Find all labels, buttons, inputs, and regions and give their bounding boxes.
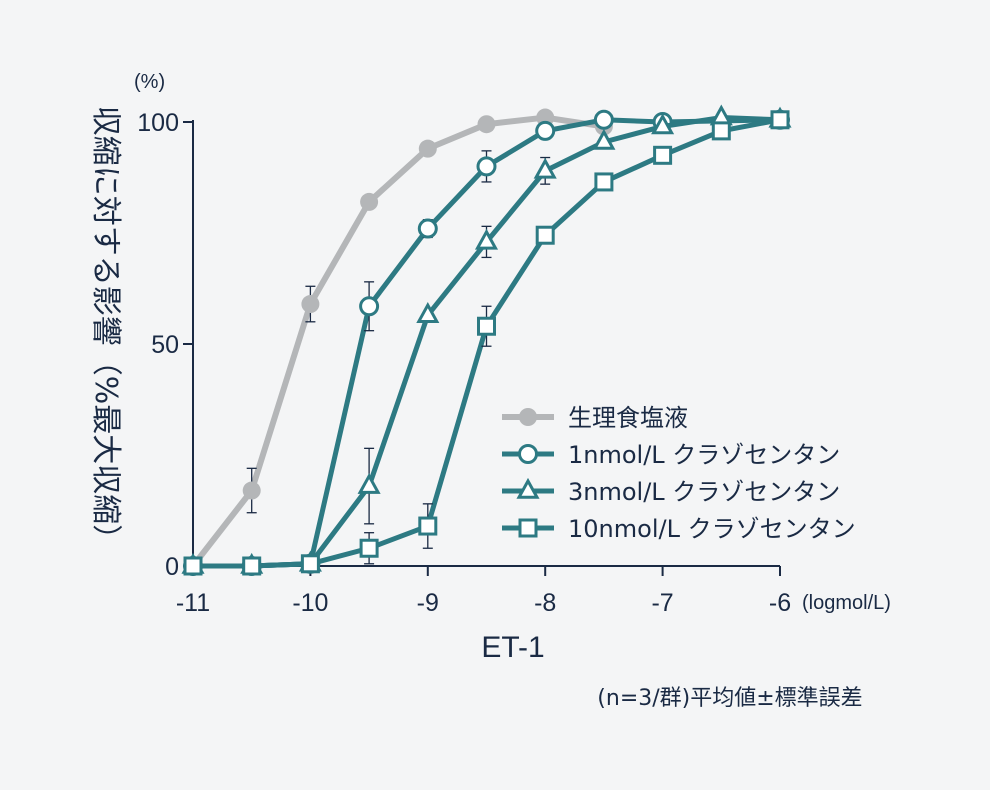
data-point: [592, 128, 616, 150]
y-tick-label: 50: [151, 331, 179, 359]
data-point: [518, 518, 538, 538]
x-axis-label: ET-1: [481, 631, 544, 664]
series-line: [190, 114, 607, 569]
data-point: [651, 113, 675, 135]
data-point: [653, 145, 673, 165]
data-point: [359, 538, 379, 558]
x-tick-label: -6: [769, 589, 791, 617]
data-point: [183, 556, 203, 576]
legend-label: 10nmol/L クラゾセンタン: [568, 515, 856, 543]
data-point: [516, 477, 540, 499]
legend-item-1: 1nmol/L クラゾセンタン: [502, 441, 840, 469]
x-tick-label: -7: [651, 589, 673, 617]
y-axis-label: 収縮に対する影響（%最大収縮）: [88, 106, 123, 555]
x-tick-label: -8: [534, 589, 556, 617]
data-point: [477, 115, 496, 134]
data-point: [535, 120, 556, 141]
data-point: [360, 192, 379, 211]
data-point: [359, 296, 380, 317]
data-point: [477, 316, 496, 336]
x-axis-unit: (logmol/L): [802, 592, 891, 614]
data-point: [711, 121, 731, 141]
y-tick-label: 0: [165, 553, 179, 581]
series-3: [183, 110, 790, 576]
data-point: [593, 109, 614, 130]
legend-label: 生理食塩液: [568, 404, 688, 432]
data-point: [301, 295, 320, 314]
data-point: [242, 481, 261, 500]
x-tick-label: -11: [176, 589, 210, 617]
y-tick-label: 100: [137, 109, 179, 137]
data-point: [357, 472, 381, 494]
data-point: [533, 157, 557, 179]
data-point: [474, 228, 499, 250]
data-point: [594, 172, 614, 192]
statistics-note: (n=3/群)平均値±標準誤差: [597, 686, 862, 711]
data-point: [416, 302, 440, 323]
y-axis-unit: (%): [134, 71, 165, 93]
data-point: [518, 444, 538, 464]
data-point: [418, 139, 437, 158]
data-point: [770, 110, 790, 130]
legend: 生理食塩液 1nmol/L クラゾセンタン 3nmol/L クラゾセンタン 10nmo…: [502, 404, 856, 543]
data-point: [519, 408, 537, 426]
legend-item-2: 3nmol/L クラゾセンタン: [502, 477, 840, 506]
series-0: [184, 108, 613, 575]
series-layer: [181, 104, 792, 576]
legend-label: 3nmol/L クラゾセンタン: [568, 478, 840, 506]
data-point: [535, 225, 555, 245]
data-point: [300, 554, 320, 574]
data-point: [476, 156, 497, 177]
x-tick-label: -9: [417, 589, 439, 617]
legend-item-3: 10nmol/L クラゾセンタン: [502, 515, 856, 543]
x-tick-label: -10: [292, 589, 328, 617]
legend-item-0: 生理食塩液: [502, 404, 688, 432]
data-point: [418, 516, 438, 536]
data-point: [242, 556, 262, 576]
data-point: [417, 218, 438, 239]
legend-label: 1nmol/L クラゾセンタン: [568, 441, 840, 469]
